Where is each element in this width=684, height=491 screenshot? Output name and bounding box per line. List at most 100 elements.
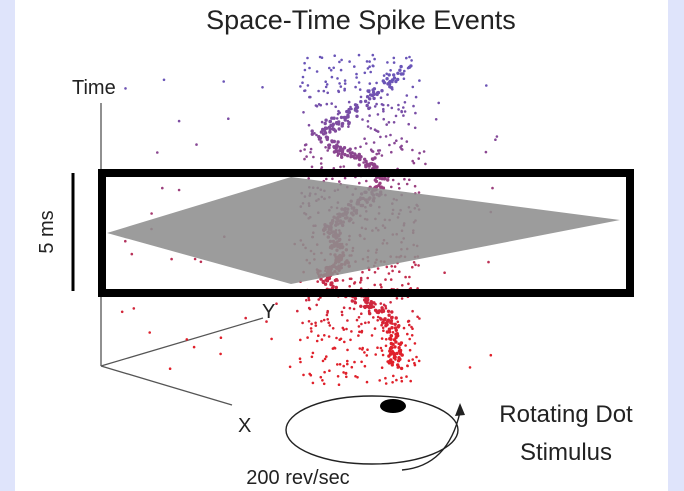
spike-point	[346, 362, 349, 366]
spike-point	[390, 363, 394, 367]
spike-point	[418, 151, 421, 155]
spike-point	[380, 89, 384, 93]
spike-point	[350, 365, 354, 369]
spike-point	[340, 313, 344, 317]
spike-point	[353, 156, 357, 160]
spike-point	[386, 82, 390, 86]
spike-point	[403, 69, 406, 73]
spike-point	[404, 275, 407, 279]
spike-point	[307, 296, 311, 300]
spike-point	[413, 342, 417, 345]
spike-point	[365, 179, 368, 183]
spike-point	[411, 265, 414, 269]
spike-point	[222, 80, 225, 83]
spike-point	[342, 147, 345, 150]
spike-point	[315, 339, 319, 343]
spike-point	[303, 89, 307, 92]
spike-point	[320, 120, 324, 124]
spike-point	[393, 322, 397, 326]
spike-point	[339, 115, 344, 120]
spike-point	[413, 184, 417, 188]
spike-point	[370, 303, 373, 306]
spike-point	[417, 264, 420, 267]
spike-point	[162, 78, 166, 82]
spike-point	[359, 276, 363, 280]
spike-point	[346, 319, 349, 322]
spike-point	[384, 344, 388, 348]
spike-point	[408, 178, 411, 182]
spike-point	[302, 373, 305, 377]
spike-point	[407, 319, 411, 323]
spike-point	[357, 316, 361, 319]
spike-point	[161, 186, 164, 190]
spike-point	[361, 346, 365, 350]
spike-point	[484, 150, 488, 154]
spike-point	[412, 161, 416, 165]
spike-point	[408, 348, 412, 352]
spike-point	[368, 93, 373, 97]
spike-point	[353, 296, 358, 301]
spike-point	[350, 155, 354, 158]
spike-point	[408, 323, 411, 327]
spike-point	[368, 97, 372, 101]
spike-point	[390, 326, 394, 330]
spike-point	[311, 381, 315, 385]
spike-point	[388, 80, 391, 83]
spike-point	[361, 270, 364, 274]
spike-point	[350, 330, 353, 333]
spike-point	[319, 162, 323, 165]
spike-point	[400, 353, 404, 357]
spike-point	[317, 298, 321, 301]
spike-point	[347, 122, 351, 126]
spike-point	[373, 178, 377, 182]
spike-point	[403, 101, 407, 104]
spike-point	[406, 364, 409, 368]
spike-point	[394, 332, 398, 336]
spike-point	[170, 257, 173, 261]
spike-point	[327, 335, 331, 338]
spike-point	[321, 379, 324, 382]
spike-point	[382, 318, 385, 322]
spike-point	[417, 359, 421, 363]
spike-point	[328, 127, 332, 131]
spike-point	[308, 372, 312, 376]
spike-point	[343, 340, 346, 344]
spike-point	[357, 81, 361, 84]
spike-point	[380, 154, 384, 157]
spike-point	[336, 363, 339, 366]
spike-point	[313, 132, 316, 135]
spike-point	[342, 364, 346, 368]
spike-point	[303, 61, 306, 65]
spike-point	[371, 53, 375, 57]
spike-point	[298, 357, 302, 361]
figure-title: Space-Time Spike Events	[206, 5, 516, 35]
spike-point	[331, 327, 335, 330]
spike-point	[378, 181, 382, 185]
y-axis-line	[100, 317, 264, 367]
spike-point	[322, 89, 326, 93]
spike-point	[199, 260, 203, 264]
spike-point	[362, 305, 366, 308]
spike-point	[336, 279, 339, 282]
spike-point	[333, 54, 337, 57]
spike-point	[387, 272, 391, 275]
spike-point	[124, 239, 127, 243]
spike-point	[365, 162, 370, 166]
spike-point	[120, 310, 124, 314]
rotating-dot-icon	[380, 399, 406, 413]
spike-point	[355, 109, 359, 113]
spike-point	[376, 310, 381, 315]
spike-point	[275, 302, 278, 306]
spike-point	[370, 334, 374, 337]
spike-point	[305, 298, 308, 302]
spike-point	[315, 70, 319, 73]
spike-point	[372, 141, 376, 144]
spike-point	[409, 287, 413, 290]
spike-point	[386, 309, 391, 313]
spike-point	[373, 128, 377, 131]
spike-point	[325, 177, 328, 181]
spike-point	[312, 155, 315, 159]
spike-point	[358, 347, 362, 350]
spike-point	[402, 326, 406, 330]
spike-point	[359, 145, 362, 149]
